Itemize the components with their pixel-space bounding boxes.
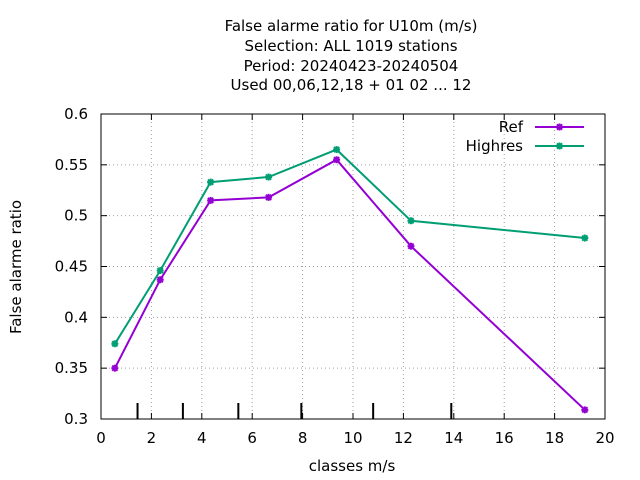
series xyxy=(111,146,589,414)
x-tick-label: 20 xyxy=(595,429,614,447)
marker-d2 xyxy=(407,217,415,225)
title-line-1: False alarme ratio for U10m (m/s) xyxy=(225,17,478,35)
y-tick-label: 0.6 xyxy=(64,105,88,123)
x-tick-label: 16 xyxy=(495,429,514,447)
x-tick-label: 14 xyxy=(444,429,463,447)
x-tick-label: 12 xyxy=(394,429,413,447)
data-point-ref xyxy=(581,406,589,414)
y-tick-label: 0.35 xyxy=(55,359,88,377)
y-tick-label: 0.4 xyxy=(64,308,88,326)
class-boundary-marks xyxy=(136,403,453,419)
data-point-ref xyxy=(333,156,341,164)
legend-label-ref: Ref xyxy=(499,118,524,136)
legend-label-highres: Highres xyxy=(466,137,524,155)
legend-marker-ref xyxy=(556,123,563,131)
marker-d2 xyxy=(156,276,164,284)
series-line-ref xyxy=(114,158,586,411)
axes xyxy=(100,113,606,420)
data-point-ref xyxy=(407,242,415,250)
marker-d2 xyxy=(265,194,272,201)
data-point-highres xyxy=(156,267,164,275)
data-point-highres xyxy=(581,234,589,242)
title-line-2: Selection: ALL 1019 stations xyxy=(244,37,457,55)
chart-title: False alarme ratio for U10m (m/s) Select… xyxy=(225,17,478,94)
data-point-highres xyxy=(265,173,273,181)
marker-d2 xyxy=(581,406,589,414)
tick-labels: 0 2 4 6 8 10 12 14 16 18 20 0.3 0.35 0.4 0.45 0.5 0.55 0.… xyxy=(55,105,615,447)
data-point-highres xyxy=(333,146,341,154)
marker-d2 xyxy=(111,340,119,348)
series-highres xyxy=(111,146,589,348)
y-axis-label: False alarme ratio xyxy=(7,200,25,334)
marker-d2 xyxy=(581,234,589,242)
x-tick-label: 18 xyxy=(545,429,564,447)
marker-d2 xyxy=(207,197,214,204)
grid xyxy=(101,114,605,419)
marker-d2 xyxy=(333,156,340,164)
series-line-highres xyxy=(114,148,585,345)
data-point-ref xyxy=(265,193,273,201)
x-tick-label: 0 xyxy=(96,429,106,447)
legend-marker-highres xyxy=(556,142,563,150)
y-tick-label: 0.55 xyxy=(55,156,88,174)
data-point-highres xyxy=(207,178,215,186)
y-tick-label: 0.3 xyxy=(64,410,88,428)
marker-d2 xyxy=(556,142,563,150)
data-point-ref xyxy=(111,364,119,372)
title-line-3: Period: 20240423-20240504 xyxy=(244,57,459,75)
x-tick-label: 2 xyxy=(147,429,157,447)
marker-d2 xyxy=(407,242,415,250)
series-ref xyxy=(111,156,589,414)
marker-d2 xyxy=(207,178,214,186)
marker-d2 xyxy=(156,267,164,274)
marker-d2 xyxy=(333,146,340,153)
marker-d2 xyxy=(556,123,563,131)
x-axis-label: classes m/s xyxy=(309,457,396,475)
y-tick-label: 0.5 xyxy=(64,207,88,225)
title-line-4: Used 00,06,12,18 + 01 02 ... 12 xyxy=(231,76,472,94)
x-tick-label: 10 xyxy=(343,429,362,447)
x-tick-label: 6 xyxy=(247,429,257,447)
marker-d2 xyxy=(265,173,272,181)
data-point-highres xyxy=(111,340,119,348)
y-tick-label: 0.45 xyxy=(55,258,88,276)
legend-item-highres: Highres xyxy=(466,137,584,155)
x-tick-label: 8 xyxy=(298,429,308,447)
data-point-ref xyxy=(156,276,164,284)
marker-d2 xyxy=(111,364,119,372)
x-tick-label: 4 xyxy=(197,429,207,447)
legend-item-ref: Ref xyxy=(499,118,584,136)
data-point-highres xyxy=(407,217,415,225)
data-point-ref xyxy=(207,196,215,204)
